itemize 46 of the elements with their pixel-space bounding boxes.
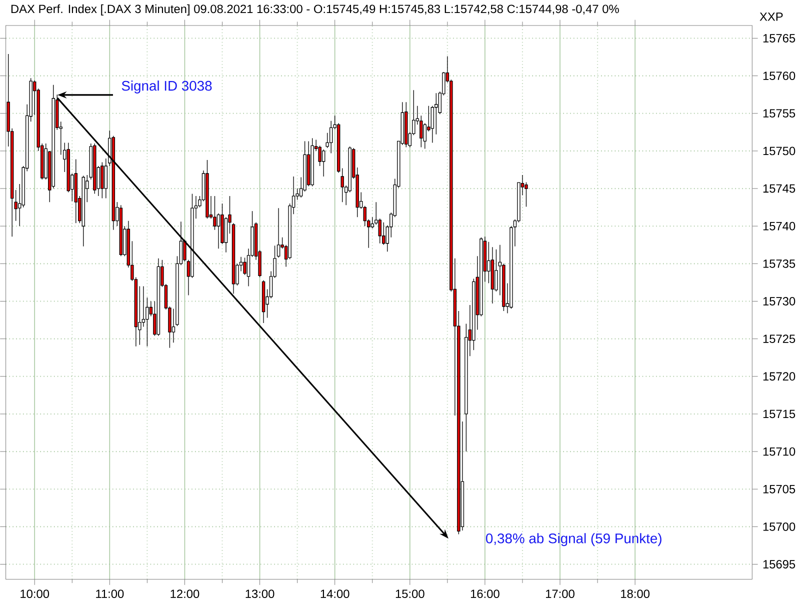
x-tick-label: 12:00 <box>170 589 200 598</box>
candlestick <box>363 205 366 226</box>
x-tick-label: 10:00 <box>20 589 50 598</box>
y-tick-label: 15730 <box>763 296 796 306</box>
x-tick-label: 18:00 <box>621 589 650 598</box>
annotation: Signal ID 3038 <box>122 80 212 94</box>
x-tick-label: 14:00 <box>320 589 350 598</box>
candlestick <box>100 162 104 198</box>
candlestick <box>104 158 108 198</box>
y-tick-label: 15745 <box>763 184 796 192</box>
y-axis-title: XXP <box>760 12 783 21</box>
y-tick-label: 15700 <box>763 522 796 531</box>
candlestick <box>340 168 344 202</box>
candlestick <box>142 286 146 327</box>
y-tick-label: 15715 <box>763 410 796 418</box>
y-tick-label: 15710 <box>763 447 796 456</box>
y-tick-label: 15740 <box>763 222 796 230</box>
candlestick <box>370 216 374 228</box>
candlestick <box>243 257 246 276</box>
candlestick <box>276 208 280 258</box>
candlestick <box>434 92 438 135</box>
y-tick-label: 15725 <box>763 334 796 343</box>
y-tick-label: 15755 <box>763 109 796 118</box>
y-tick-label: 15760 <box>763 71 796 80</box>
candlestick <box>430 105 434 143</box>
candlestick <box>420 115 423 148</box>
candlestick <box>382 222 386 246</box>
annotation: 0,38% ab Signal (59 Punkte) <box>486 532 662 546</box>
x-tick-label: 17:00 <box>546 589 574 598</box>
candlestick <box>423 122 427 149</box>
y-tick-label: 15695 <box>763 560 796 568</box>
candlestick <box>329 120 333 154</box>
x-tick-label: 13:00 <box>246 589 274 598</box>
x-tick-label: 15:00 <box>396 589 424 598</box>
y-tick-label: 15735 <box>763 259 796 268</box>
y-tick-label: 15765 <box>763 34 796 42</box>
y-tick-label: 15720 <box>763 372 796 380</box>
candlestick <box>378 218 382 244</box>
candlestick <box>322 148 326 177</box>
y-tick-label: 15705 <box>763 484 796 494</box>
x-tick-label: 11:00 <box>96 589 124 598</box>
candlestick <box>213 196 216 230</box>
x-tick-label: 16:00 <box>470 589 500 598</box>
y-tick-label: 15750 <box>763 146 796 155</box>
chart-title: DAX Perf. Index [.DAX 3 Minuten] 09.08.2021 16:33:00 - O:15745,49 H:15745,83 L:15742,58 C:15744,98 -0,47 0% <box>11 4 619 16</box>
candlestick <box>216 212 220 249</box>
